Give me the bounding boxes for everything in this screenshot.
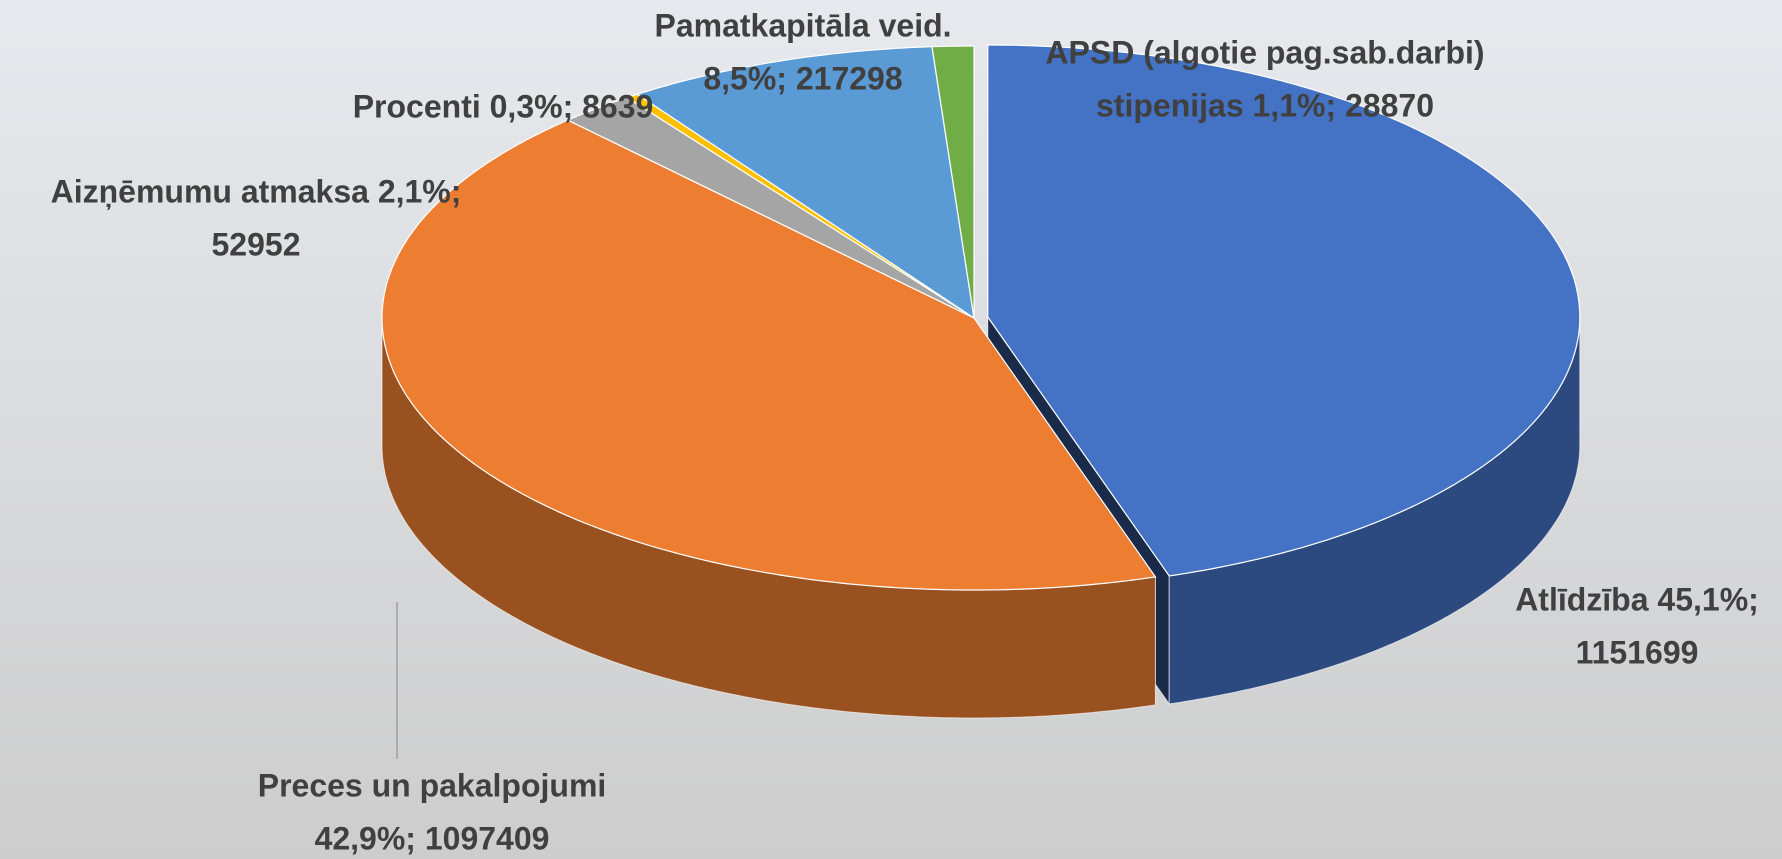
data-label: 1151699 (1576, 634, 1699, 670)
data-label: APSD (algotie pag.sab.darbi) (1045, 34, 1484, 70)
slice (635, 46, 975, 320)
slice (566, 96, 975, 319)
labels: Atlīdzība 45,1%; 1151699 Preces un pakalpo… (51, 7, 1759, 856)
slice (931, 45, 975, 319)
data-label: 42,9%; 1097409 (315, 820, 550, 856)
data-label: Atlīdzība 45,1%; (1515, 581, 1759, 617)
data-label: Procenti 0,3%; 8639 (353, 88, 654, 124)
data-label: 8,5%; 217298 (703, 60, 902, 96)
data-label: Pamatkapitāla veid. (654, 7, 951, 43)
data-label: Preces un pakalpojumi (258, 767, 607, 803)
data-label: Aizņēmumu atmaksa 2,1%; (51, 173, 462, 209)
data-label: stipenijas 1,1%; 28870 (1096, 87, 1434, 123)
slice (987, 44, 1581, 577)
pie (381, 44, 1581, 719)
slice (381, 119, 1157, 591)
data-label: 52952 (212, 226, 301, 262)
